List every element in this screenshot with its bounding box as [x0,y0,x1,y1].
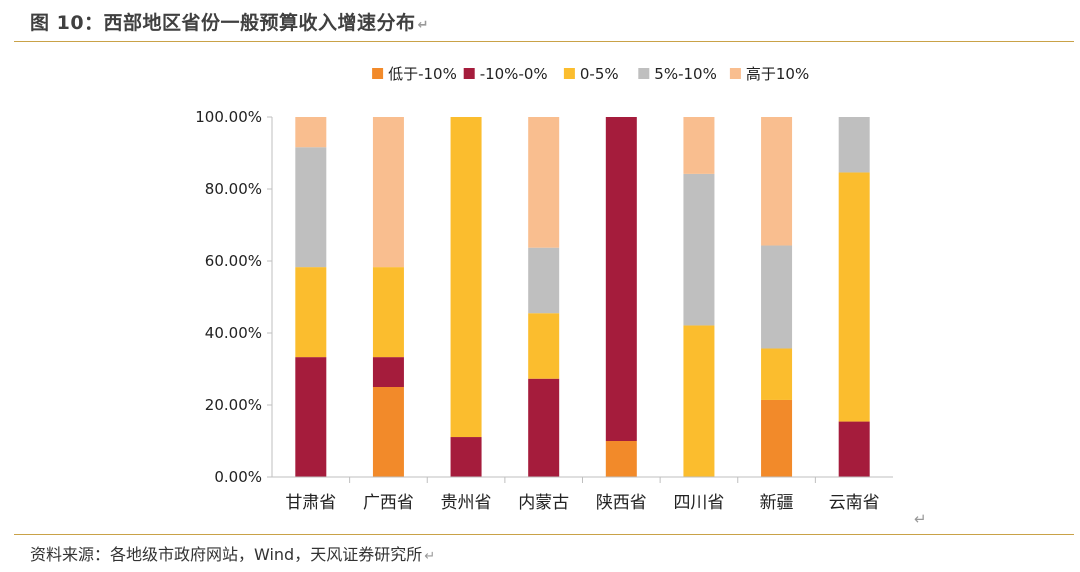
legend-label: -10%-0% [480,65,548,83]
return-mark: ↵ [417,18,429,33]
return-mark: ↵ [424,549,436,564]
x-tick-label: 贵州省 [441,493,492,513]
legend-swatch [729,68,741,79]
legend-swatch [372,68,384,79]
bar-segment [761,348,793,400]
source-note: 资料来源：各地级市政府网站，Wind，天风证券研究所 ↵ [30,545,436,564]
legend-label: 0-5% [580,65,619,83]
x-tick-label: 内蒙古 [518,493,569,513]
y-tick-label: 40.00% [205,324,262,342]
legend-label: 5%-10% [654,65,717,83]
y-tick-label: 60.00% [205,252,262,270]
bar-segment [528,378,560,477]
bar-segment [372,387,404,477]
bar-segment [761,117,793,246]
y-tick-label: 100.00% [195,108,262,126]
x-tick-label: 云南省 [829,493,880,513]
title-rule [14,41,1074,42]
bar-segment [372,357,404,387]
return-mark: ↵ [914,510,927,528]
bar-segment [528,313,560,379]
y-axis: 0.00% 20.00% 40.00% 60.00% 80.00% 100.00% [195,108,273,486]
bar-segment [295,117,327,148]
y-tick-label: 0.00% [214,468,262,486]
legend-swatch [563,68,575,79]
bar-segment [295,357,327,477]
bar-segment [372,117,404,268]
bars [295,117,870,477]
bar-segment [528,117,560,248]
legend-swatch [463,68,475,79]
x-axis: 甘肃省 广西省 贵州省 内蒙古 陕西省 四川省 新疆 云南省 [272,476,893,513]
bar-segment [605,117,637,441]
bar-segment [450,117,482,438]
bar-segment [450,437,482,477]
x-tick-label: 广西省 [363,493,414,513]
bar-segment [683,325,715,477]
y-tick-label: 20.00% [205,396,262,414]
bar-segment [295,267,327,358]
figure-title: 图 10：西部地区省份一般预算收入增速分布 ↵ [30,12,429,34]
bar-segment [761,245,793,349]
bar-segment [838,172,870,422]
source-rule [14,534,1074,535]
x-tick-label: 新疆 [760,493,794,513]
bar-segment [683,173,715,326]
x-tick-label: 陕西省 [596,493,647,513]
bar-segment [372,267,404,358]
bar-segment [528,247,560,314]
x-tick-label: 四川省 [673,493,724,513]
x-tick-label: 甘肃省 [285,493,336,513]
y-tick-label: 80.00% [205,180,262,198]
legend: 低于-10% -10%-0% 0-5% 5%-10% 高于10% [372,65,809,83]
bar-segment [683,117,715,174]
bar-segment [605,441,637,477]
legend-label: 高于10% [746,65,809,83]
bar-segment [295,147,327,268]
bar-segment [838,421,870,477]
stacked-bar-chart: 低于-10% -10%-0% 0-5% 5%-10% 高于10% 0.00% 20.00%… [195,65,893,513]
bar-segment [761,399,793,477]
bar-segment [838,117,870,173]
legend-swatch [638,68,650,79]
legend-label: 低于-10% [388,65,457,83]
